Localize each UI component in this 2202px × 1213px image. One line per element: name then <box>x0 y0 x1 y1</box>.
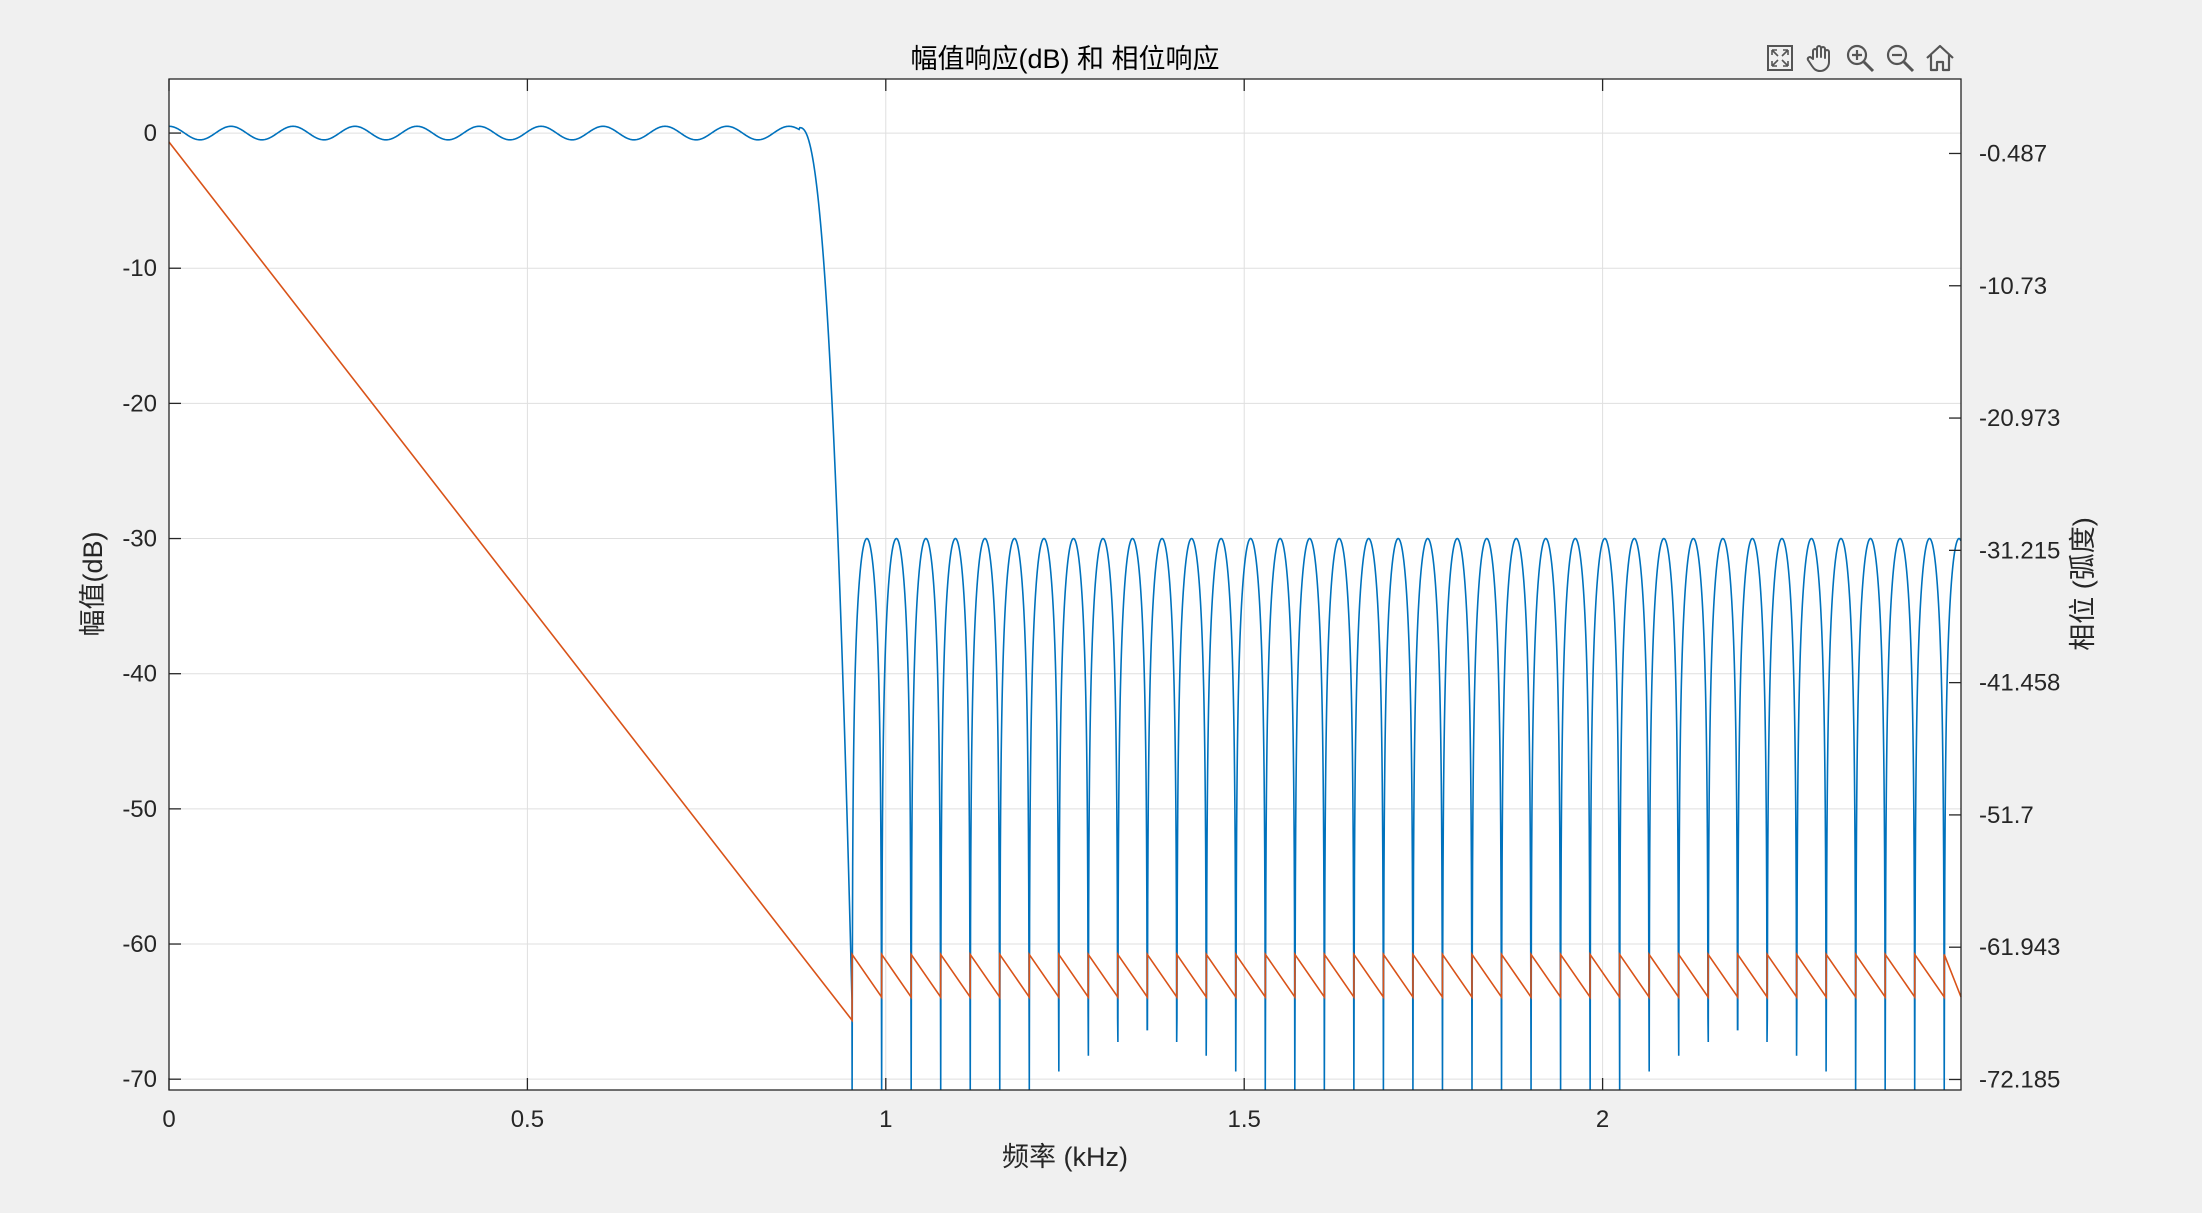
zoom-in-icon <box>1846 44 1875 73</box>
hand-pan-icon <box>1806 45 1830 72</box>
y-tick-label-right: -0.487 <box>1979 140 2047 167</box>
y-tick-label-left: -40 <box>122 661 157 688</box>
y-tick-label-right: -41.458 <box>1979 670 2060 697</box>
y-tick-label-right: -51.7 <box>1979 802 2034 829</box>
y-tick-label-right: -10.73 <box>1979 273 2047 300</box>
zoom-fit-button[interactable] <box>1762 40 1798 76</box>
y-tick-label-right: -72.185 <box>1979 1066 2060 1093</box>
y-tick-label-left: -50 <box>122 796 157 823</box>
series-layer <box>168 125 1962 1091</box>
phase-line <box>168 141 1962 1023</box>
home-button[interactable] <box>1922 40 1958 76</box>
y-tick-label-right: -20.973 <box>1979 405 2060 432</box>
y-tick-label-right: -31.215 <box>1979 537 2060 564</box>
x-ticks: 0 0.5 1 1.5 2 <box>162 79 1609 1133</box>
x-tick-label: 1.5 <box>1228 1106 1261 1133</box>
plot-box <box>168 78 1962 1091</box>
x-axis-label: 频率 (kHz) <box>1002 1142 1128 1172</box>
pan-button[interactable] <box>1802 40 1838 76</box>
x-tick-label: 0.5 <box>511 1106 544 1133</box>
y-ticks-left: 0 -10 -20 -30 -40 -50 -60 -70 <box>122 120 181 1093</box>
x-tick-label: 0 <box>162 1106 175 1133</box>
y-tick-label-left: -10 <box>122 255 157 282</box>
home-icon <box>1926 44 1954 72</box>
x-tick-label: 1 <box>879 1106 892 1133</box>
y-tick-label-left: 0 <box>144 120 157 147</box>
fit-to-window-icon <box>1767 45 1793 71</box>
x-tick-label: 2 <box>1596 1106 1609 1133</box>
y-axis-label-right: 相位 (弧度) <box>2068 517 2098 650</box>
zoom-out-icon <box>1886 44 1915 73</box>
chart-title: 幅值响应(dB) 和 相位响应 <box>910 44 1219 74</box>
y-tick-label-left: -30 <box>122 526 157 553</box>
axes-toolbar <box>1762 40 1958 76</box>
y-tick-label-left: -70 <box>122 1066 157 1093</box>
magnitude-line <box>168 125 1962 1091</box>
grid <box>168 79 1961 1090</box>
y-ticks-right: -0.487 -10.73 -20.973 -31.215 -41.458 -51.7 -6… <box>1949 140 2060 1093</box>
zoom-in-button[interactable] <box>1842 40 1878 76</box>
y-axis-label-left: 幅值(dB) <box>78 531 108 636</box>
y-tick-label-left: -60 <box>122 931 157 958</box>
y-tick-label-right: -61.943 <box>1979 934 2060 961</box>
y-tick-label-left: -20 <box>122 390 157 417</box>
zoom-out-button[interactable] <box>1882 40 1918 76</box>
